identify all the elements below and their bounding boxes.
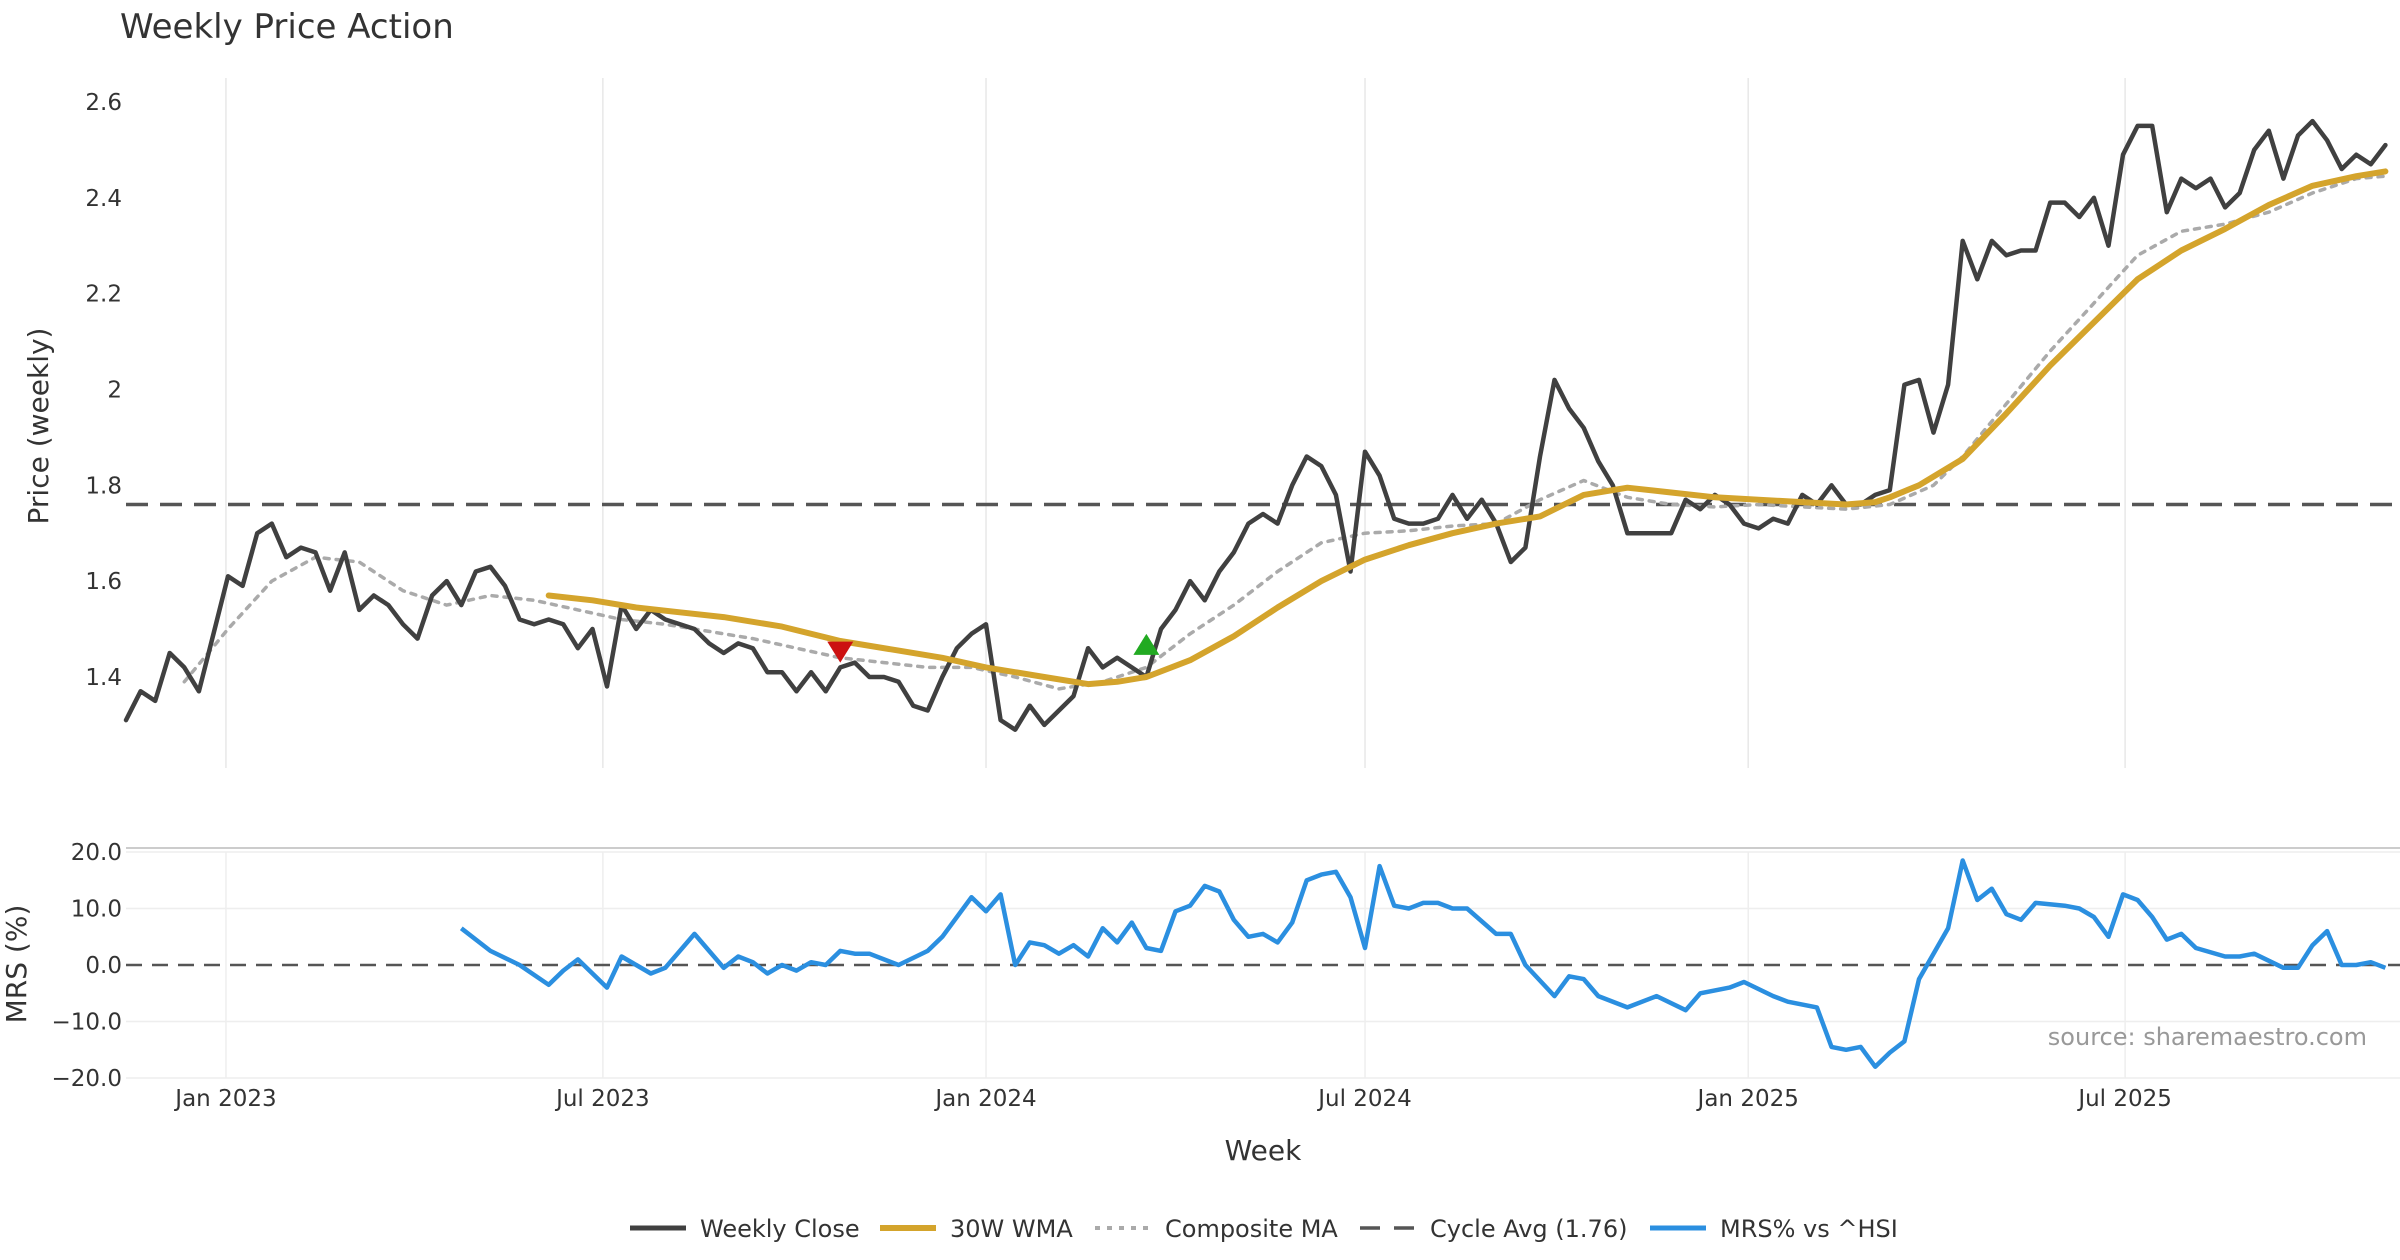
legend-label: 30W WMA xyxy=(950,1215,1073,1243)
mrs-y-tick-label: 0.0 xyxy=(85,953,122,979)
source-note: source: sharemaestro.com xyxy=(2048,1023,2367,1051)
x-tick-label: Jul 2025 xyxy=(2076,1086,2172,1112)
legend-label: Cycle Avg (1.76) xyxy=(1430,1215,1627,1243)
series-composite-ma-line xyxy=(182,174,2388,691)
price-y-tick-label: 2.4 xyxy=(85,186,122,212)
series-mrs-line xyxy=(459,858,2387,1069)
series-weekly-close-line xyxy=(123,118,2388,732)
grid xyxy=(126,78,2400,1079)
legend-label: Weekly Close xyxy=(700,1215,860,1243)
buy-signal-marker xyxy=(1133,633,1160,655)
x-axis-label: Week xyxy=(1225,1134,1302,1167)
x-tick-label: Jul 2024 xyxy=(1316,1086,1412,1112)
y-tick-labels: 1.4 1.6 1.8 2 2.2 2.4 2.6 −20.0 −10.0 0.0 10.0 20.0 xyxy=(52,90,122,1092)
reference-lines xyxy=(126,502,2400,967)
legend-item: Cycle Avg (1.76) xyxy=(1360,1215,1627,1243)
x-tick-labels: Jan 2023 Jul 2023 Jan 2024 Jul 2024 Jan 2025… xyxy=(173,1086,2172,1112)
price-y-tick-label: 1.6 xyxy=(85,569,122,595)
series xyxy=(123,118,2389,1069)
price-y-tick-label: 1.4 xyxy=(85,665,122,691)
legend-item: Weekly Close xyxy=(630,1215,860,1243)
legend-label: Composite MA xyxy=(1165,1215,1338,1243)
x-tick-label: Jan 2024 xyxy=(933,1086,1036,1112)
mrs-y-tick-label: −20.0 xyxy=(52,1066,122,1092)
mrs-y-tick-label: 10.0 xyxy=(71,897,122,923)
price-axis-label: Price (weekly) xyxy=(22,328,55,525)
x-tick-label: Jan 2023 xyxy=(173,1086,276,1112)
price-y-tick-label: 1.8 xyxy=(85,473,122,499)
legend-label: MRS% vs ^HSI xyxy=(1720,1215,1898,1243)
sell-signal-marker xyxy=(827,641,854,663)
x-tick-label: Jul 2023 xyxy=(554,1086,650,1112)
signal-markers xyxy=(827,633,1160,663)
mrs-axis-label: MRS (%) xyxy=(0,905,33,1024)
legend-item: Composite MA xyxy=(1095,1215,1338,1243)
series-30w-wma-line xyxy=(545,168,2389,688)
legend: Weekly Close 30W WMA Composite MA Cycle Avg… xyxy=(630,1215,1898,1243)
chart-title: Weekly Price Action xyxy=(120,7,454,47)
price-y-tick-label: 2 xyxy=(107,377,122,403)
legend-item: 30W WMA xyxy=(880,1215,1073,1243)
mrs-y-tick-label: −10.0 xyxy=(52,1010,122,1036)
price-y-tick-label: 2.2 xyxy=(85,282,122,308)
price-y-tick-label: 2.6 xyxy=(85,90,122,116)
mrs-y-tick-label: 20.0 xyxy=(71,840,122,866)
legend-item: MRS% vs ^HSI xyxy=(1650,1215,1898,1243)
x-tick-label: Jan 2025 xyxy=(1696,1086,1799,1112)
